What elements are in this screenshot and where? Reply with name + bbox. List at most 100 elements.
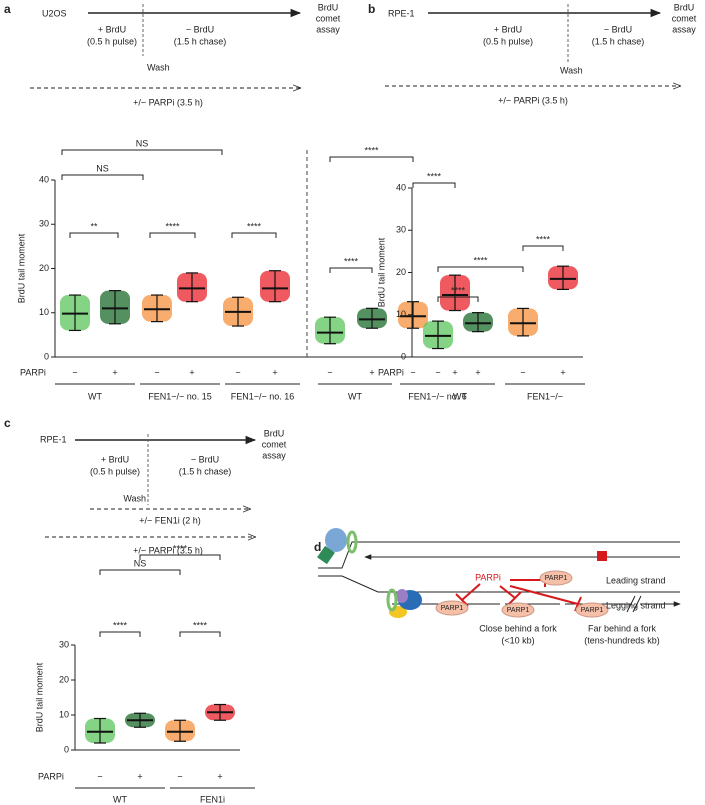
x-tick-label: − — [327, 367, 332, 377]
chase-label: − BrdU — [604, 24, 632, 34]
x-tick-label: − — [435, 367, 440, 377]
significance-label: NS — [136, 138, 149, 148]
protein-label: PARP1 — [581, 607, 604, 614]
significance-bracket — [61, 174, 144, 180]
x-tick-label: − — [177, 771, 182, 781]
significance-bracket — [61, 149, 223, 155]
protein-label: PARP1 — [507, 607, 530, 614]
y-tick-label: 0 — [44, 351, 49, 361]
group-label: FEN1−/− no. 16 — [231, 391, 295, 401]
x-tick-label: + — [189, 367, 194, 377]
parp1 — [501, 602, 535, 618]
treatment-label: +/− PARPi (3.5 h) — [133, 545, 203, 555]
readout: comet — [316, 13, 341, 23]
significance-label: **** — [473, 255, 488, 265]
readout: assay — [262, 450, 286, 460]
y-axis-label: BrdU tail moment — [34, 662, 44, 732]
y-tick-label: 30 — [59, 639, 69, 649]
pulse-label: (0.5 h pulse) — [90, 466, 140, 476]
y-tick-label: 20 — [39, 263, 49, 273]
protein — [396, 589, 408, 603]
row-label: PARPi — [378, 367, 404, 377]
x-tick-label: + — [137, 771, 142, 781]
significance-bracket — [69, 232, 119, 238]
strand-label: Legging strand — [606, 600, 666, 610]
significance-label: **** — [364, 145, 379, 155]
x-tick-label: − — [97, 771, 102, 781]
readout: assay — [316, 24, 340, 34]
x-tick-label: + — [475, 367, 480, 377]
treatment-label: +/− FEN1i (2 h) — [139, 515, 201, 525]
y-tick-label: 10 — [396, 309, 406, 319]
region-label: (tens-hundreds kb) — [584, 635, 660, 645]
y-tick-label: 40 — [39, 174, 49, 184]
chase-label: − BrdU — [186, 24, 214, 34]
y-tick-label: 20 — [59, 674, 69, 684]
significance-label: ** — [90, 221, 98, 231]
wash-label: Wash — [123, 493, 146, 503]
significance-label: **** — [173, 543, 188, 553]
group-label: FEN1−/− no. 6 — [408, 391, 467, 401]
significance-bracket — [179, 631, 221, 637]
significance-label: **** — [344, 256, 359, 266]
y-tick-label: 0 — [64, 744, 69, 754]
row-label: PARPi — [20, 367, 46, 377]
y-axis-label: BrdU tail moment — [16, 233, 26, 303]
x-tick-label: − — [520, 367, 525, 377]
significance-label: **** — [165, 221, 180, 231]
x-tick-label: + — [217, 771, 222, 781]
y-tick-label: 10 — [39, 307, 49, 317]
y-tick-label: 30 — [396, 225, 406, 235]
parp1 — [539, 570, 573, 586]
polymerase — [317, 545, 335, 565]
primer — [597, 551, 607, 561]
dna-strand — [318, 541, 680, 569]
x-tick-label: + — [369, 367, 374, 377]
significance-label: **** — [193, 620, 208, 630]
protein-label: PARP1 — [545, 575, 568, 582]
significance-bracket — [149, 232, 196, 238]
inhibition — [510, 573, 546, 587]
readout: assay — [672, 24, 696, 34]
group-label: WT — [88, 391, 102, 401]
inhibitor-label: PARPi — [475, 572, 501, 582]
pulse-label: + BrdU — [101, 454, 129, 464]
group-label: FEN1−/− — [527, 391, 563, 401]
pcna — [346, 530, 358, 554]
row-label: PARPi — [38, 771, 64, 781]
parp1 — [435, 600, 469, 616]
significance-label: **** — [247, 221, 262, 231]
significance-bracket — [99, 569, 181, 575]
group-label: FEN1i — [200, 794, 225, 804]
group-label: WT — [453, 391, 467, 401]
y-tick-label: 20 — [396, 267, 406, 277]
significance-bracket — [231, 232, 277, 238]
readout: BrdU — [318, 2, 339, 12]
chase-label: (1.5 h chase) — [592, 36, 645, 46]
x-tick-label: − — [72, 367, 77, 377]
treatment-label: +/− PARPi (3.5 h) — [498, 95, 568, 105]
x-tick-label: + — [560, 367, 565, 377]
significance-bracket — [437, 296, 479, 302]
significance-bracket — [522, 245, 564, 251]
panel-label: d — [314, 540, 321, 554]
group-label: WT — [113, 794, 127, 804]
protein-label: PARP1 — [441, 605, 464, 612]
x-tick-label: + — [272, 367, 277, 377]
region-label: (<10 kb) — [501, 635, 534, 645]
x-tick-label: + — [452, 367, 457, 377]
wash-label: Wash — [560, 65, 583, 75]
chase-label: − BrdU — [191, 454, 219, 464]
break-mark — [626, 595, 642, 613]
significance-label: **** — [427, 171, 442, 181]
readout: comet — [262, 439, 287, 449]
pulse-label: + BrdU — [494, 24, 522, 34]
x-tick-label: − — [154, 367, 159, 377]
significance-bracket — [329, 156, 414, 162]
x-tick-label: − — [410, 367, 415, 377]
helicase — [325, 528, 347, 552]
pulse-label: (0.5 h pulse) — [483, 36, 533, 46]
significance-label: NS — [134, 558, 147, 568]
panel-label: b — [368, 2, 375, 16]
cell-line: RPE-1 — [40, 434, 67, 444]
